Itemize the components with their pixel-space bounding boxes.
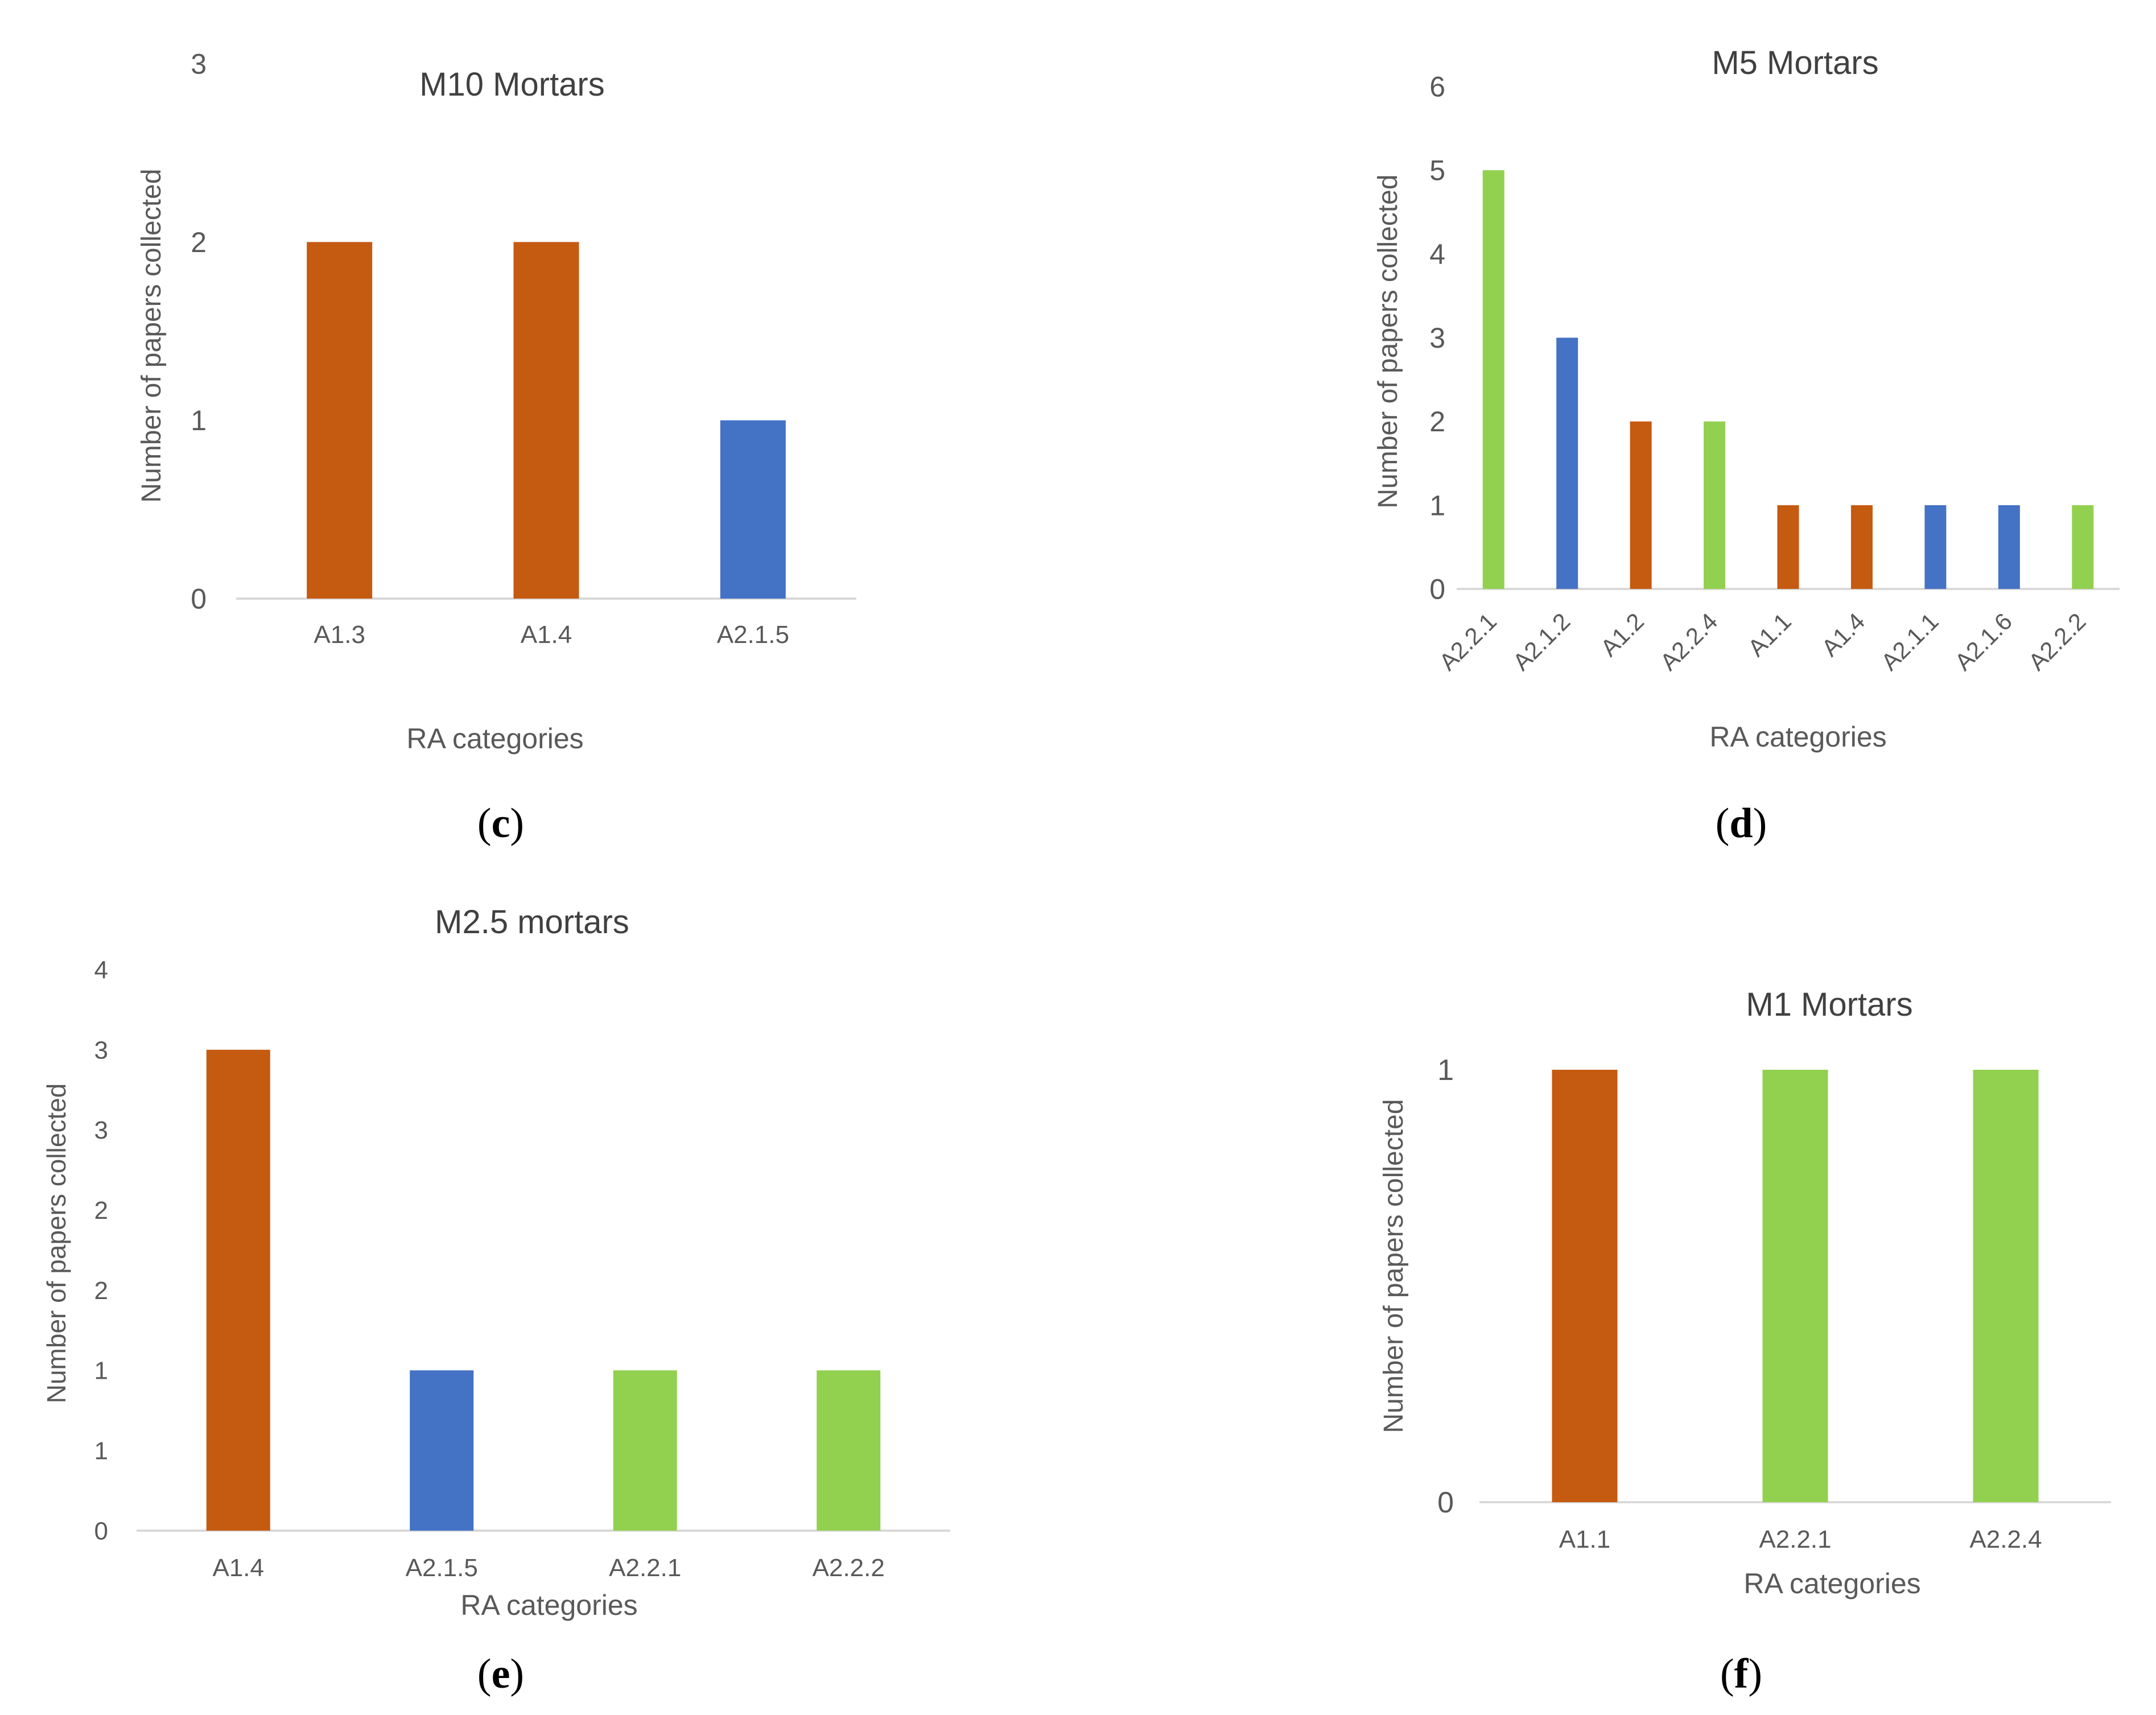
chart-e-bar-A2-1-5 (410, 1370, 474, 1531)
chart-d-x-axis-label: RA categories (1709, 721, 1886, 753)
panel-label-f: (f) (1720, 1651, 1762, 1697)
chart-d-bar-A1-2 (1630, 421, 1652, 589)
chart-c-y-tick-label: 2 (191, 226, 207, 258)
chart-c-category-label: A2.1.5 (717, 621, 789, 649)
chart-e-bar-A1-4 (206, 1049, 270, 1531)
chart-f-x-axis-label: RA categories (1743, 1568, 1920, 1599)
chart-e-y-tick-label: 3 (94, 1036, 108, 1064)
chart-c-y-tick-label: 0 (191, 583, 207, 615)
chart-d-y-tick-label: 3 (1429, 322, 1445, 354)
chart-d-y-tick-label: 4 (1429, 238, 1445, 270)
chart-d-category-label: A1.4 (1816, 608, 1870, 661)
chart-e-category-label: A2.2.2 (813, 1554, 885, 1582)
chart-e-category-label: A1.4 (212, 1554, 264, 1582)
chart-d-bar-A2-1-2 (1556, 337, 1578, 589)
chart-c-category-label: A1.3 (314, 621, 365, 649)
chart-d-category-label: A2.1.2 (1507, 608, 1575, 675)
chart-d-category-label: A2.2.2 (2023, 608, 2091, 675)
chart-d-category-label: A2.2.4 (1655, 608, 1722, 675)
chart-e-category-label: A2.1.5 (406, 1554, 478, 1582)
chart-f-title: M1 Mortars (1746, 986, 1912, 1023)
chart-d-category-label: A2.2.1 (1434, 608, 1502, 675)
chart-e-y-tick-label: 2 (94, 1197, 108, 1225)
chart-f-bar-A1-1 (1552, 1070, 1618, 1502)
chart-f-y-axis-label: Number of papers collected (1379, 1099, 1409, 1433)
chart-e-x-axis-label: RA categories (460, 1589, 637, 1621)
chart-f-category-label: A1.1 (1559, 1526, 1611, 1553)
chart-f-category-label: A2.2.4 (1969, 1526, 2042, 1553)
chart-d-bar-A1-4 (1850, 505, 1873, 589)
chart-d-y-tick-label: 2 (1429, 406, 1445, 438)
chart-f-category-label: A2.2.1 (1759, 1526, 1831, 1553)
chart-e-title: M2.5 mortars (435, 904, 629, 941)
chart-e-y-tick-label: 2 (94, 1277, 108, 1305)
chart-d-bar-A2-2-4 (1704, 421, 1726, 589)
chart-c-y-tick-label: 1 (191, 405, 207, 436)
panel-label-e: (e) (477, 1651, 525, 1697)
chart-e-y-tick-label: 0 (94, 1517, 108, 1545)
chart-d-y-tick-label: 1 (1429, 489, 1445, 521)
chart-f-y-tick-label: 1 (1437, 1054, 1454, 1087)
chart-c-title: M10 Mortars (419, 66, 605, 103)
chart-e-y-tick-label: 3 (94, 1116, 108, 1144)
chart-c-bar-A1-4 (513, 242, 579, 599)
chart-e-bar-A2-2-1 (613, 1370, 677, 1531)
chart-e-y-tick-label: 1 (94, 1437, 108, 1465)
chart-d-y-tick-label: 5 (1429, 155, 1445, 187)
chart-d-y-axis-label: Number of papers collected (1373, 175, 1403, 509)
chart-d-bar-A2-2-2 (2072, 505, 2094, 589)
chart-d-bar-A2-1-1 (1924, 505, 1947, 589)
panel-label-d: (d) (1715, 800, 1767, 847)
chart-e-y-axis-label: Number of papers collected (42, 1083, 71, 1404)
chart-c-y-axis-label: Number of papers collected (137, 169, 167, 503)
chart-d-bar-A2-1-6 (1998, 505, 2020, 589)
chart-d-bar-A2-2-1 (1482, 170, 1504, 589)
chart-d-y-tick-label: 0 (1429, 574, 1445, 605)
chart-f-bar-A2-2-4 (1973, 1070, 2039, 1502)
chart-d-category-label: A2.1.1 (1876, 608, 1944, 675)
chart-d-bar-A1-1 (1777, 505, 1799, 589)
chart-e-bar-A2-2-2 (817, 1370, 881, 1531)
chart-c-category-label: A1.4 (521, 621, 572, 649)
chart-f-bar-A2-2-1 (1762, 1070, 1828, 1502)
chart-d-title: M5 Mortars (1712, 44, 1878, 81)
chart-d-y-tick-label: 6 (1429, 71, 1445, 103)
chart-d-category-label: A1.2 (1596, 608, 1649, 661)
chart-e-y-tick-label: 1 (94, 1357, 108, 1385)
chart-f-y-tick-label: 0 (1437, 1486, 1454, 1519)
chart-e-y-tick-label: 4 (94, 956, 108, 984)
chart-c-bar-A2-1-5 (720, 420, 786, 599)
chart-d-category-label: A2.1.6 (1949, 608, 2017, 675)
panel-label-c: (c) (477, 800, 525, 847)
chart-c-x-axis-label: RA categories (406, 723, 583, 755)
chart-e-category-label: A2.2.1 (609, 1554, 681, 1582)
chart-d-category-label: A1.1 (1743, 608, 1796, 661)
chart-c-bar-A1-3 (307, 242, 373, 599)
chart-c-y-tick-label: 3 (191, 48, 207, 80)
